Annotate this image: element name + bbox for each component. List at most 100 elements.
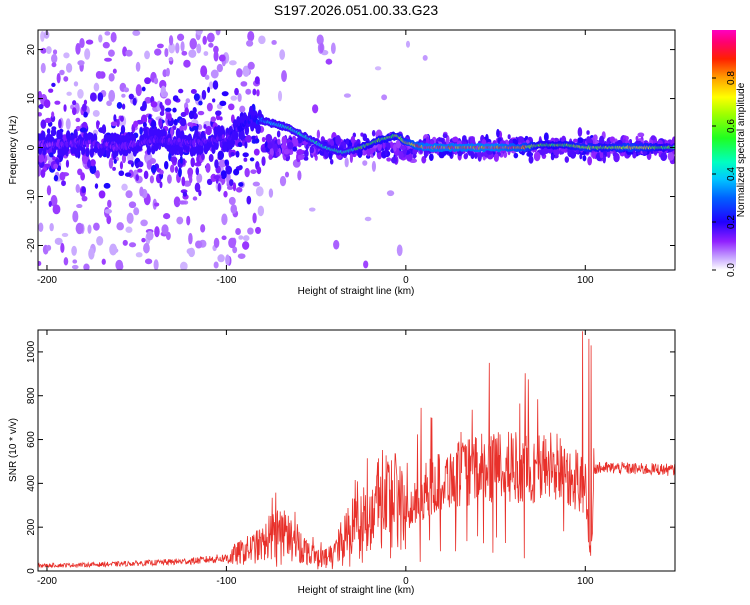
spectrogram-band-mark: [81, 186, 86, 193]
spectrogram-band-mark: [79, 127, 87, 133]
colorbar-label: Normalized spectral amplitude: [736, 82, 747, 217]
spectrogram-band-mark: [214, 159, 219, 169]
spectrogram-noise-mark: [226, 185, 234, 190]
colorbar-gradient: [712, 30, 736, 270]
spectrogram-noise-mark: [61, 232, 69, 237]
spectrogram-band-mark: [474, 152, 478, 160]
spectrogram-noise-mark: [237, 93, 242, 103]
spectrogram-noise-mark: [165, 231, 171, 241]
spectrogram-noise-mark: [252, 212, 257, 224]
spectrogram-band-mark: [349, 153, 353, 164]
spectrogram-x-ticks: -200 -100 0 100: [37, 30, 594, 286]
spectrogram-noise-mark: [126, 151, 134, 163]
spectrogram-band-mark: [564, 156, 570, 163]
spectrogram-band-mark: [150, 164, 157, 174]
spectrogram-band-mark: [187, 122, 194, 127]
spectrogram-noise-mark: [246, 40, 254, 47]
spectrogram-noise-mark: [122, 239, 128, 246]
snr-marks: [38, 331, 675, 570]
spectrogram-noise-mark: [54, 237, 63, 245]
spectrogram-noise-mark: [221, 235, 227, 241]
spectrogram-noise-mark: [81, 195, 88, 202]
spectrogram-noise-mark: [93, 222, 100, 231]
spectrogram-band-mark: [493, 153, 499, 162]
spectrogram-band-mark: [297, 154, 305, 160]
spectrogram-band-mark: [215, 110, 222, 116]
spectrogram-band-mark: [579, 153, 583, 160]
spectrogram-band-mark: [195, 167, 200, 176]
spectrogram-frame: [37, 29, 676, 271]
spectrogram-noise-mark: [139, 186, 144, 197]
spectrogram-band-mark: [173, 118, 178, 126]
spectrogram-band-mark: [207, 86, 211, 93]
spectrogram-noise-mark: [75, 117, 81, 123]
spectrogram-band-mark: [660, 152, 668, 161]
spectrogram-band-mark: [169, 164, 175, 173]
snr-x-tick-label: -200: [37, 576, 57, 587]
spectrogram-band-mark: [113, 114, 117, 122]
spectrogram-band-mark: [164, 107, 172, 112]
spectrogram-noise-mark: [116, 263, 124, 270]
spectrogram-band-mark: [40, 169, 46, 178]
frequency-track-point: [192, 142, 196, 148]
spectrogram-band-mark: [141, 86, 146, 92]
spectrogram-noise-mark: [363, 260, 369, 269]
frequency-track-point: [177, 137, 181, 143]
colorbar-tick-label: 0.2: [726, 215, 737, 229]
spectrogram-band-mark: [159, 101, 163, 109]
spectrogram-noise-mark: [168, 42, 176, 54]
spectrogram-band-mark: [309, 146, 315, 154]
spectrogram-band-mark: [170, 156, 178, 163]
spectrogram-noise-mark: [179, 200, 187, 205]
spectrogram-band-mark: [227, 103, 235, 111]
spectrogram-noise-mark: [163, 213, 171, 220]
spectrogram-noise-mark: [196, 43, 202, 54]
spectrogram-band-mark: [44, 117, 52, 124]
spectrogram-noise-mark: [144, 50, 150, 60]
spectrogram-noise-mark: [235, 228, 241, 235]
spectrogram-band-mark: [219, 116, 223, 121]
spectrogram-noise-mark: [76, 204, 83, 209]
spectrogram-band-mark: [233, 168, 240, 176]
spectrogram-band-mark: [52, 155, 56, 161]
spectrogram-noise-mark: [87, 224, 92, 234]
spectrogram-band-mark: [635, 135, 639, 142]
spectrogram-band-mark: [421, 155, 427, 164]
spectrogram-band-mark: [210, 116, 217, 123]
snr-panel: -200 -100 0 100 0 200 400 600 800 1000 Height of…: [8, 329, 676, 596]
spectrogram-band-mark: [246, 195, 252, 205]
spectrogram-noise-mark: [72, 210, 79, 223]
spectrogram-band-mark: [573, 138, 578, 143]
spectrogram-band-mark: [48, 200, 52, 208]
spectrogram-band-mark: [118, 170, 125, 177]
spectrogram-band-mark: [208, 154, 214, 163]
spectrogram-noise-mark: [188, 232, 193, 245]
spectrogram-noise-mark: [154, 226, 160, 238]
spectrogram-noise-mark: [343, 93, 351, 98]
spectrogram-noise-mark: [213, 237, 220, 249]
spectrogram-noise-mark: [65, 118, 71, 130]
spectrogram-noise-mark: [371, 160, 376, 172]
spectrogram-band-mark: [43, 163, 51, 168]
spectrogram-band-mark: [172, 107, 177, 113]
spectrogram-band-mark: [335, 135, 341, 146]
spectrogram-noise-mark: [257, 205, 265, 217]
snr-x-tick-label: 0: [403, 576, 409, 587]
spectrogram-noise-mark: [217, 254, 225, 263]
spectrogram-band-mark: [48, 152, 54, 158]
spectrogram-band-mark: [121, 103, 126, 110]
spectrogram-band-mark: [480, 151, 484, 157]
spectrogram-band-mark: [303, 156, 309, 161]
spectrogram-band-mark: [220, 170, 227, 180]
spectrogram-band-mark: [384, 146, 388, 157]
frequency-track-halo: [178, 146, 184, 157]
spectrogram-band-mark: [237, 142, 243, 148]
spectrogram-y-tick-label: 10: [26, 93, 37, 105]
spectrogram-noise-mark: [126, 212, 134, 224]
spectrogram-noise-mark: [228, 237, 236, 249]
spectrogram-band-mark: [190, 89, 197, 94]
frequency-track-point: [114, 146, 119, 152]
spectrogram-noise-mark: [146, 230, 154, 241]
snr-y-tick-label: 600: [26, 431, 37, 448]
